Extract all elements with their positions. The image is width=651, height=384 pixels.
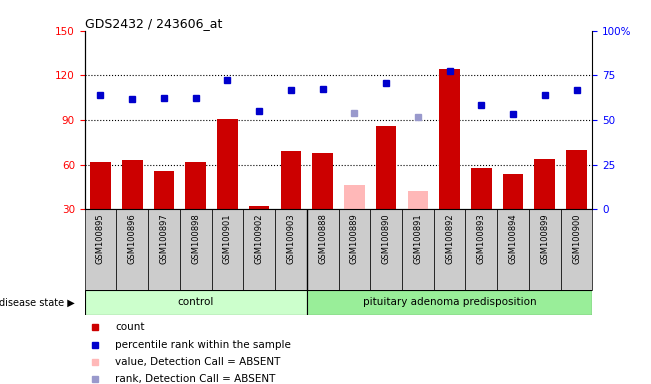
Bar: [503, 174, 523, 209]
Bar: [471, 168, 492, 209]
Bar: [561, 209, 592, 290]
Text: pituitary adenoma predisposition: pituitary adenoma predisposition: [363, 297, 536, 308]
Bar: [497, 209, 529, 290]
Text: disease state ▶: disease state ▶: [0, 297, 74, 308]
Bar: [344, 185, 365, 209]
Text: GSM100898: GSM100898: [191, 214, 201, 264]
Bar: [434, 209, 465, 290]
Bar: [217, 119, 238, 209]
Bar: [566, 150, 587, 209]
Text: GSM100902: GSM100902: [255, 214, 264, 264]
Bar: [148, 209, 180, 290]
Bar: [249, 206, 270, 209]
Bar: [85, 209, 117, 290]
Bar: [465, 209, 497, 290]
Text: value, Detection Call = ABSENT: value, Detection Call = ABSENT: [115, 357, 281, 367]
Text: GSM100893: GSM100893: [477, 214, 486, 264]
Bar: [376, 126, 396, 209]
Bar: [186, 162, 206, 209]
Text: GDS2432 / 243606_at: GDS2432 / 243606_at: [85, 17, 222, 30]
Text: GSM100900: GSM100900: [572, 214, 581, 264]
Bar: [307, 209, 339, 290]
Text: GSM100889: GSM100889: [350, 214, 359, 264]
Bar: [90, 162, 111, 209]
Bar: [439, 70, 460, 209]
Text: GSM100896: GSM100896: [128, 214, 137, 264]
Bar: [529, 209, 561, 290]
Text: GSM100888: GSM100888: [318, 214, 327, 264]
Text: count: count: [115, 322, 145, 332]
Text: GSM100903: GSM100903: [286, 214, 296, 264]
Text: GSM100901: GSM100901: [223, 214, 232, 264]
Bar: [402, 209, 434, 290]
Bar: [408, 192, 428, 209]
Text: GSM100899: GSM100899: [540, 214, 549, 264]
Bar: [312, 153, 333, 209]
Bar: [180, 209, 212, 290]
Text: GSM100892: GSM100892: [445, 214, 454, 264]
Bar: [85, 290, 307, 315]
Text: percentile rank within the sample: percentile rank within the sample: [115, 339, 291, 349]
Text: control: control: [178, 297, 214, 308]
Text: rank, Detection Call = ABSENT: rank, Detection Call = ABSENT: [115, 374, 275, 384]
Bar: [212, 209, 243, 290]
Bar: [339, 209, 370, 290]
Bar: [281, 151, 301, 209]
Text: GSM100891: GSM100891: [413, 214, 422, 264]
Bar: [243, 209, 275, 290]
Bar: [154, 170, 174, 209]
Bar: [534, 159, 555, 209]
Bar: [307, 290, 592, 315]
Text: GSM100895: GSM100895: [96, 214, 105, 264]
Text: GSM100894: GSM100894: [508, 214, 518, 264]
Bar: [275, 209, 307, 290]
Text: GSM100897: GSM100897: [159, 214, 169, 264]
Bar: [370, 209, 402, 290]
Bar: [117, 209, 148, 290]
Bar: [122, 160, 143, 209]
Text: GSM100890: GSM100890: [381, 214, 391, 264]
